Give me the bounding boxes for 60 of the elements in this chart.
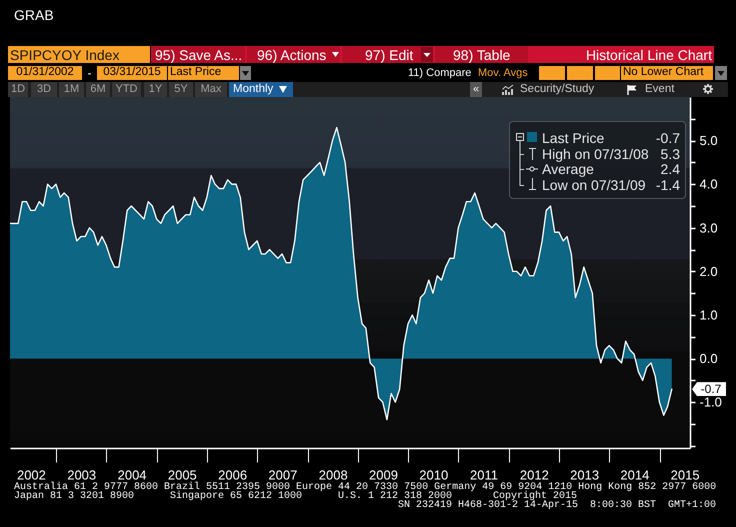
- tab-button: 3D: [31, 82, 57, 97]
- annotation: 5.3: [660, 146, 680, 162]
- date-field: 03/31/2015: [97, 66, 167, 80]
- tab-button: 5Y: [169, 82, 193, 97]
- text: SN 232419 H468-301-2 14-Apr-15 8:00:30 BST GMT+1:00: [398, 500, 716, 511]
- dropdown-field: Last Price: [168, 66, 239, 80]
- x-tick-label: 2005: [168, 468, 197, 482]
- x-tick-label: 2010: [419, 468, 448, 482]
- x-tick-label: 2004: [118, 468, 147, 482]
- tab-button: 1M: [59, 82, 84, 97]
- text: 11) Compare: [408, 66, 472, 78]
- date-field: 01/31/2002: [8, 66, 82, 80]
- text: GRAB: [14, 7, 54, 23]
- annotation: -0.7: [700, 382, 722, 396]
- x-tick-label: 2003: [67, 468, 96, 482]
- text: Security/Study: [520, 82, 594, 96]
- menu-button: 98) Table: [435, 46, 528, 63]
- dropdown-field: No Lower Chart: [621, 66, 713, 80]
- x-tick-label: 2012: [520, 468, 549, 482]
- tab-button: «: [470, 82, 482, 97]
- y-tick-label: 2.0: [700, 264, 718, 279]
- text: Event: [645, 82, 674, 96]
- tab-button: Max: [195, 82, 227, 97]
- x-tick-label: 2008: [318, 468, 348, 482]
- text: Singapore 65 6212 1000: [170, 491, 302, 502]
- annotation: High on 07/31/08: [542, 146, 649, 162]
- tab-button: 1Y: [144, 82, 167, 97]
- x-tick-label: 2014: [620, 468, 650, 482]
- text: Last Price: [542, 130, 604, 146]
- dropdown-button: Monthly: [229, 82, 293, 97]
- x-tick-label: 2002: [16, 468, 46, 482]
- label-tag: -0.7: [692, 382, 726, 396]
- x-tick-label: 2007: [268, 468, 298, 482]
- x-tick-label: 2006: [218, 468, 248, 482]
- x-tick-label: 2013: [570, 468, 600, 482]
- y-tick-label: 1.0: [700, 308, 718, 323]
- annotation: Low on 07/31/09: [542, 177, 646, 193]
- security-field: SPIPCYOY Index: [8, 46, 150, 63]
- chart-subtitle: Historical Line Chart: [586, 46, 712, 62]
- y-tick-label: 5.0: [700, 133, 718, 148]
- text: Japan 81 3 3201 8900: [14, 491, 134, 502]
- text: Mov. Avgs: [478, 66, 528, 78]
- y-tick-label: -1.0: [700, 394, 722, 410]
- x-tick-label: 2015: [670, 468, 700, 482]
- x-tick-label: 2009: [369, 468, 398, 482]
- y-tick-label: 4.0: [700, 176, 718, 192]
- tab-button: YTD: [112, 82, 141, 97]
- annotation: 2.4: [660, 161, 680, 177]
- annotation: Average: [542, 161, 594, 177]
- tab-button: 1D: [8, 82, 28, 97]
- annotation: -1.4: [656, 177, 680, 193]
- menu-button: 96) Actions: [247, 46, 340, 63]
- y-tick-label: 3.0: [700, 220, 718, 236]
- y-tick-label: 0.0: [700, 351, 718, 366]
- annotation: -0.7: [656, 130, 680, 146]
- menu-button: 95) Save As...: [152, 46, 245, 63]
- text: -: [88, 66, 92, 80]
- tab-button: 6M: [86, 82, 110, 97]
- x-tick-label: 2011: [470, 468, 498, 482]
- chart-title: SPIPCYOY Index: [10, 46, 120, 62]
